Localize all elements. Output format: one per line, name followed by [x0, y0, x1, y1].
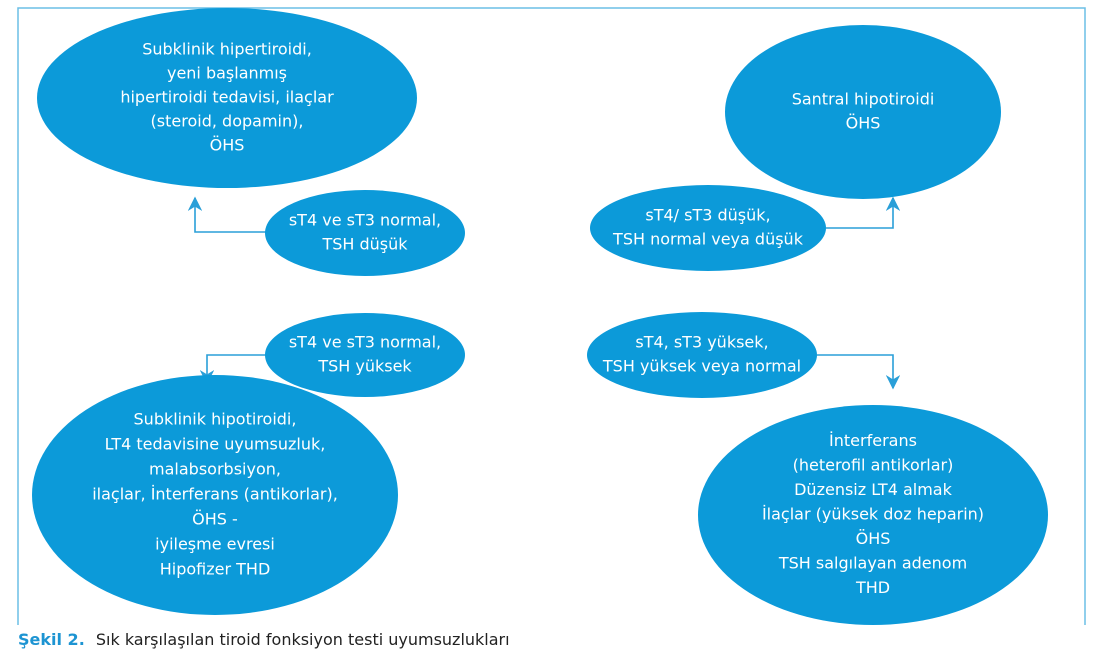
caption: Şekil 2. Sık karşılaşılan tiroid fonksiy…: [18, 630, 510, 649]
node: [698, 405, 1048, 625]
arrow: [817, 354, 901, 390]
node-text: Subklinik hipertiroidi,: [142, 40, 312, 59]
nodes: Subklinik hipertiroidi, yeni başlanmış hip…: [32, 8, 1048, 625]
node-text: ÖHS: [210, 136, 245, 155]
caption-text: Sık karşılaşılan tiroid fonksiyon testi …: [96, 630, 510, 649]
arrow: [826, 196, 901, 229]
node-text: TSH yüksek veya normal: [602, 357, 801, 376]
node-text: İnterferans: [829, 431, 917, 450]
node-text: TSH düşük: [321, 235, 408, 254]
node: [32, 375, 398, 615]
node-text: ilaçlar, İnterferans (antikorlar),: [92, 485, 338, 504]
arrow: [187, 196, 266, 233]
node-text: sT4 ve sT3 normal,: [289, 211, 441, 230]
node-text: İlaçlar (yüksek doz heparin): [762, 505, 984, 524]
node-text: Subklinik hipotiroidi,: [134, 410, 297, 429]
node-text: THD: [855, 578, 890, 597]
node-text: ÖHS: [846, 114, 881, 133]
node-text: hipertiroidi tedavisi, ilaçlar: [120, 88, 334, 107]
node: [265, 190, 465, 276]
node-text: malabsorbsiyon,: [149, 460, 281, 479]
node-text: LT4 tedavisine uyumsuzluk,: [105, 435, 326, 454]
caption-label: Şekil 2.: [18, 630, 85, 649]
node-text: ÖHS: [856, 529, 891, 548]
node-text: sT4, sT3 yüksek,: [635, 333, 768, 352]
node-text: TSH normal veya düşük: [612, 230, 804, 249]
node-text: yeni başlanmış: [167, 64, 287, 83]
node-text: iyileşme evresi: [155, 535, 275, 554]
node-text: sT4 ve sT3 normal,: [289, 333, 441, 352]
node-text: sT4/ sT3 düşük,: [645, 206, 770, 225]
node: [587, 312, 817, 398]
node-text: TSH yüksek: [317, 357, 412, 376]
node: [725, 25, 1001, 199]
node: [590, 185, 826, 271]
frame: [17, 7, 1086, 625]
node-text: TSH salgılayan adenom: [778, 554, 967, 573]
node-text: (heterofil antikorlar): [793, 456, 954, 475]
arrow: [199, 354, 266, 385]
node-text: ÖHS -: [192, 510, 238, 529]
node: [37, 8, 417, 188]
node: [265, 313, 465, 397]
node-text: Santral hipotiroidi: [792, 90, 935, 109]
node-text: (steroid, dopamin),: [151, 112, 304, 131]
node-text: Hipofizer THD: [160, 560, 271, 579]
node-text: Düzensiz LT4 almak: [794, 480, 953, 499]
